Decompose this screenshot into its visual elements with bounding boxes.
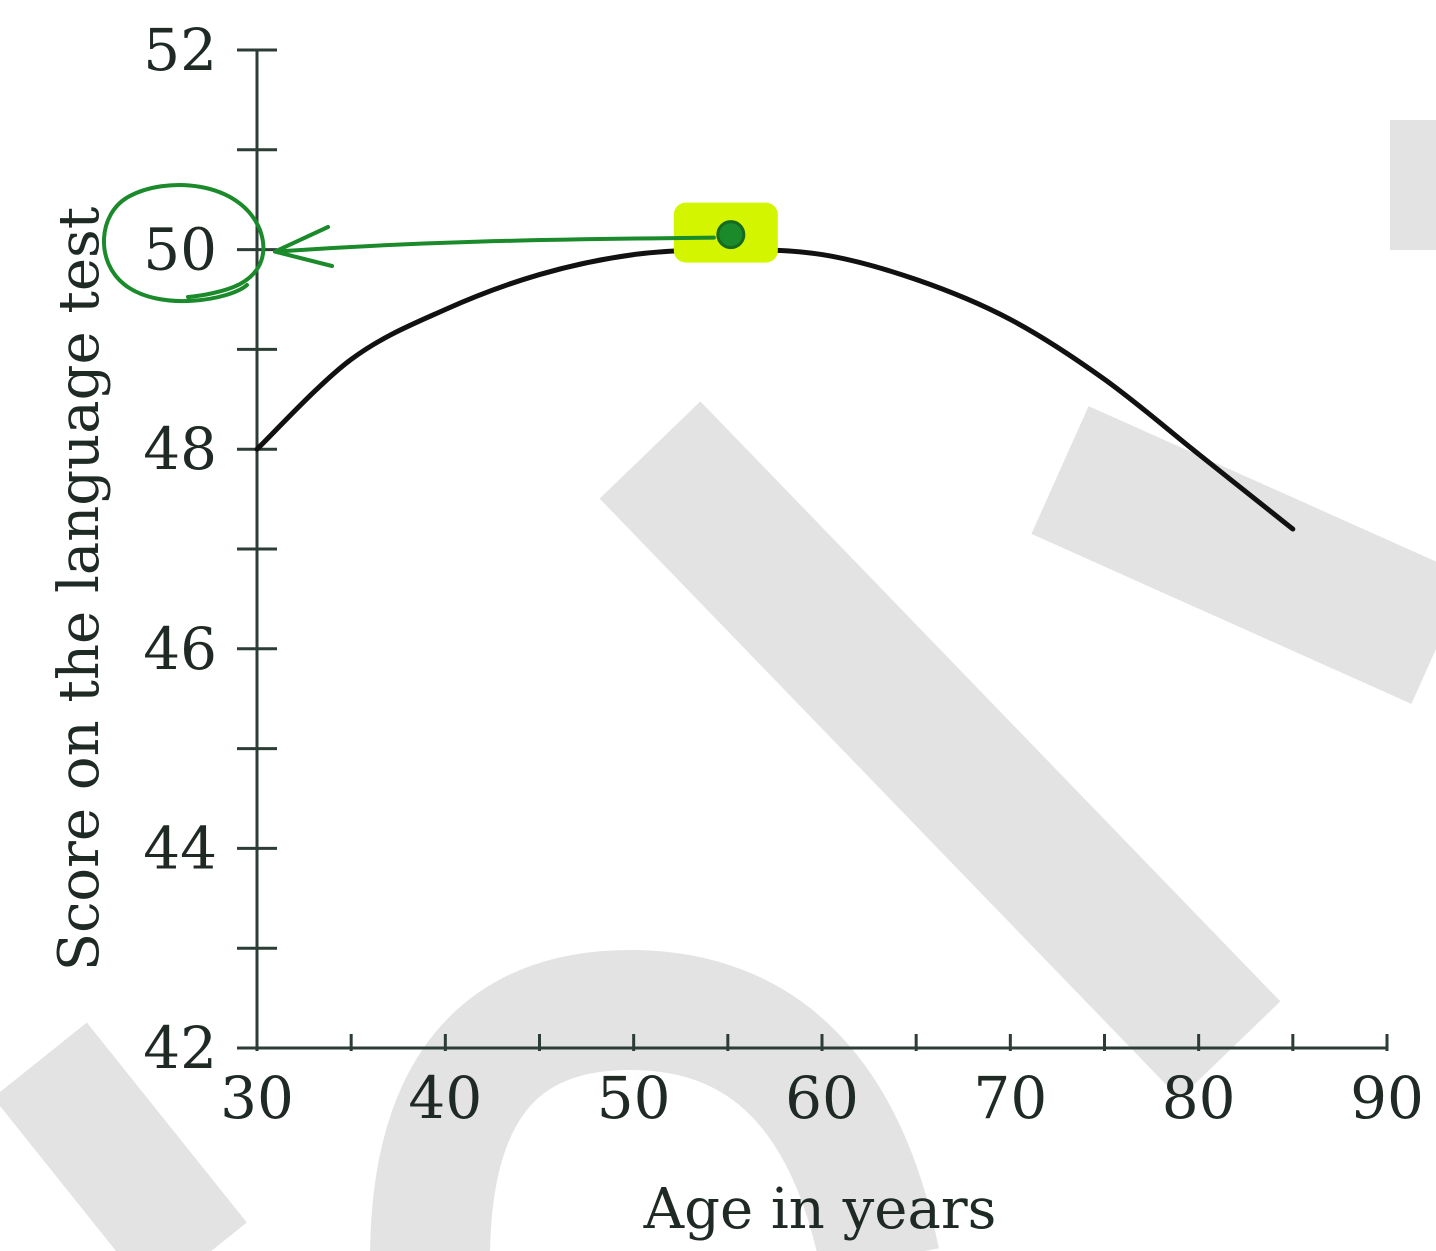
y-tick-label: 46 (143, 615, 217, 683)
x-tick-label: 50 (597, 1064, 671, 1132)
watermark-diagonal-right (1031, 406, 1436, 704)
watermark-stroke-left (0, 1022, 247, 1251)
y-tick-label: 44 (143, 814, 217, 882)
y-tick-label: 42 (143, 1014, 217, 1082)
x-tick-label: 40 (408, 1064, 482, 1132)
watermark-diagonal-center (599, 401, 1281, 1099)
y-tick-label: 48 (143, 415, 217, 483)
circled-label-annotation (101, 183, 266, 304)
x-tick-label: 80 (1162, 1064, 1236, 1132)
y-tick-label: 50 (143, 216, 217, 284)
watermark-arc (370, 949, 939, 1251)
arrow-line (273, 235, 716, 254)
annotation-layer (101, 183, 778, 304)
x-tick-label: 60 (785, 1064, 859, 1132)
arrow-head (273, 225, 334, 268)
x-axis-title: Age in years (643, 1177, 997, 1242)
y-tick-label: 52 (143, 16, 217, 84)
x-tick-label: 30 (220, 1064, 294, 1132)
x-tick-label: 90 (1350, 1064, 1424, 1132)
watermark (0, 120, 1436, 1251)
axes: 30 40 50 60 70 80 90 42 44 46 48 50 52 Age in years Sc… (47, 16, 1424, 1242)
y-axis-title: Score on the language test (47, 206, 112, 971)
x-tick-label: 70 (973, 1064, 1047, 1132)
peak-point-marker (716, 220, 746, 250)
